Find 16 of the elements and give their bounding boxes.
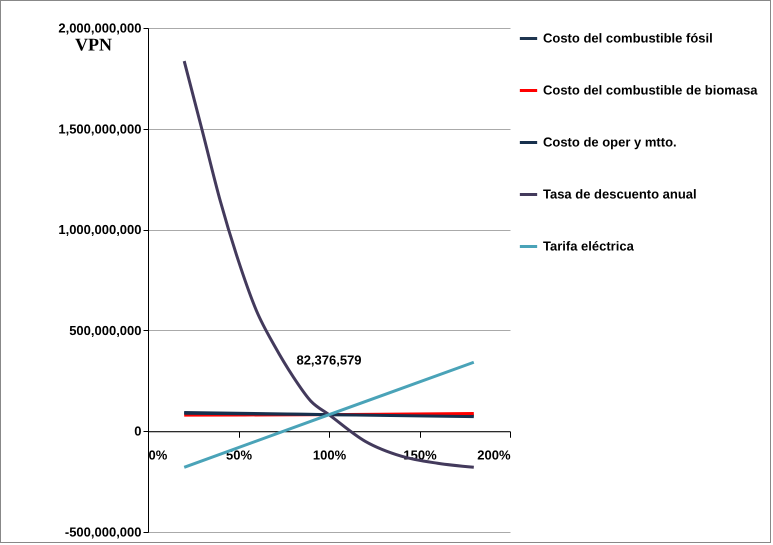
y-tick-label: 1,500,000,000 — [58, 121, 142, 136]
annotation: 82,376,579 — [296, 352, 362, 368]
legend-label: Costo del combustible de biomasa — [543, 82, 758, 98]
y-tick-label: -500,000,000 — [64, 524, 142, 540]
x-tick-label: 100% — [312, 448, 347, 463]
x-tick-label: 200% — [477, 448, 511, 463]
x-tick-label: 0% — [148, 448, 168, 463]
y-tick-label: 0 — [134, 424, 142, 439]
y-tick-label: 2,000,000,000 — [58, 20, 142, 36]
y-axis-title: VPN — [75, 34, 112, 54]
legend-label: Tarifa eléctrica — [543, 238, 635, 254]
legend-label: Costo del combustible fósil — [543, 30, 713, 46]
y-tick-label: 1,000,000,000 — [58, 222, 142, 238]
legend-label: Costo de oper y mtto. — [543, 134, 677, 150]
y-tick-label: 500,000,000 — [69, 322, 142, 338]
legend-label: Tasa de descuento anual — [543, 186, 697, 202]
